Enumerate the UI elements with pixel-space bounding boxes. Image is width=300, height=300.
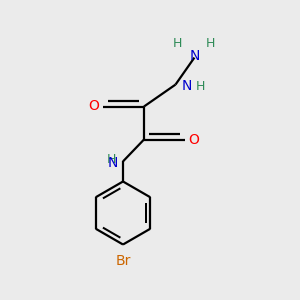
Text: H: H xyxy=(196,80,205,93)
Text: O: O xyxy=(189,133,200,146)
Text: Br: Br xyxy=(115,254,131,268)
Text: H: H xyxy=(173,37,183,50)
Text: N: N xyxy=(108,156,119,170)
Text: H: H xyxy=(107,153,116,167)
Text: O: O xyxy=(88,100,99,113)
Text: N: N xyxy=(182,79,193,93)
Text: N: N xyxy=(189,49,200,63)
Text: H: H xyxy=(206,37,216,50)
